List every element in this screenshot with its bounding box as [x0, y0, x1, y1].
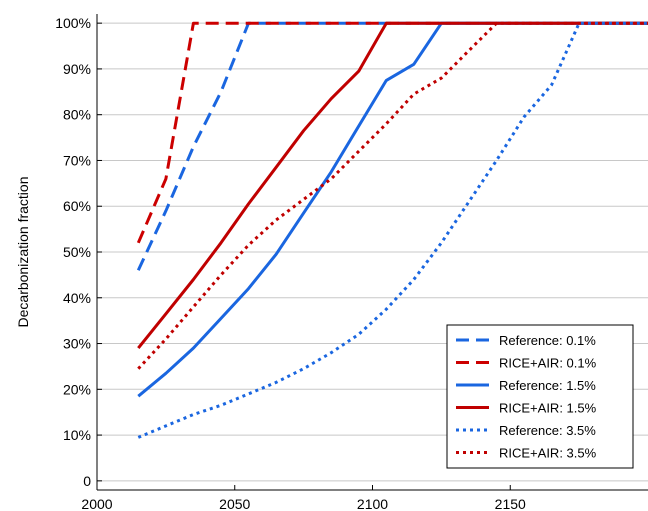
y-tick-label-1: 10%	[63, 427, 91, 443]
legend-label-4: Reference: 3.5%	[499, 423, 596, 438]
x-tick-label-2: 2100	[357, 496, 388, 511]
y-tick-label-0: 0	[83, 473, 91, 489]
series-line-0	[136, 21, 648, 271]
y-tick-label-9: 90%	[63, 61, 91, 77]
series-line-2	[137, 21, 648, 398]
y-tick-label-6: 60%	[63, 198, 91, 214]
legend-label-3: RICE+AIR: 1.5%	[499, 401, 597, 416]
series-layer	[136, 21, 648, 439]
series-line-3	[137, 21, 648, 350]
legend-label-0: Reference: 0.1%	[499, 333, 596, 348]
series-line-4	[137, 21, 648, 439]
y-axis-title: Decarbonization fraction	[15, 177, 31, 328]
y-tick-label-10: 100%	[55, 15, 91, 31]
legend-label-1: RICE+AIR: 0.1%	[499, 356, 597, 371]
legend: Reference: 0.1% RICE+AIR: 0.1% Reference: …	[446, 324, 634, 469]
ticks: 0 10% 20% 30% 40% 50% 60% 70% 80% 90% 100% 2000 2050…	[55, 15, 526, 511]
x-tick-label-1: 2050	[219, 496, 250, 511]
legend-box	[446, 324, 634, 469]
y-tick-label-7: 70%	[63, 152, 91, 168]
y-tick-label-8: 80%	[63, 107, 91, 123]
y-tick-label-2: 20%	[63, 381, 91, 397]
x-tick-label-0: 2000	[81, 496, 112, 511]
x-tick-label-3: 2150	[495, 496, 526, 511]
legend-label-2: Reference: 1.5%	[499, 378, 596, 393]
y-tick-label-4: 40%	[63, 290, 91, 306]
series-line-1	[136, 21, 648, 244]
y-tick-label-5: 50%	[63, 244, 91, 260]
y-tick-label-3: 30%	[63, 336, 91, 352]
legend-label-5: RICE+AIR: 3.5%	[499, 446, 597, 461]
